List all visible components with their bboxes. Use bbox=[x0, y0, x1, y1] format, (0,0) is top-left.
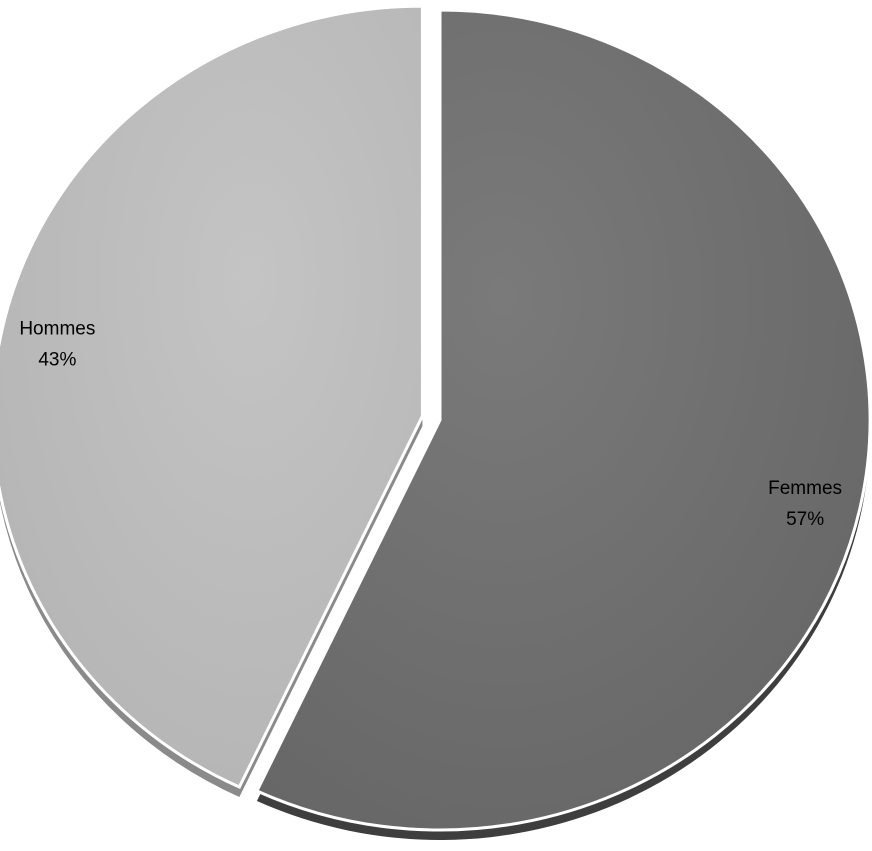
slice-label-hommes: Hommes 43% bbox=[19, 318, 95, 370]
slice-labels: Femmes 57% Hommes 43% bbox=[19, 318, 842, 530]
pie-slice-femmes bbox=[254, 8, 872, 832]
pie-slices bbox=[0, 4, 872, 832]
slice-label-femmes: Femmes 57% bbox=[768, 478, 842, 530]
pie-slice-hommes bbox=[0, 4, 424, 790]
